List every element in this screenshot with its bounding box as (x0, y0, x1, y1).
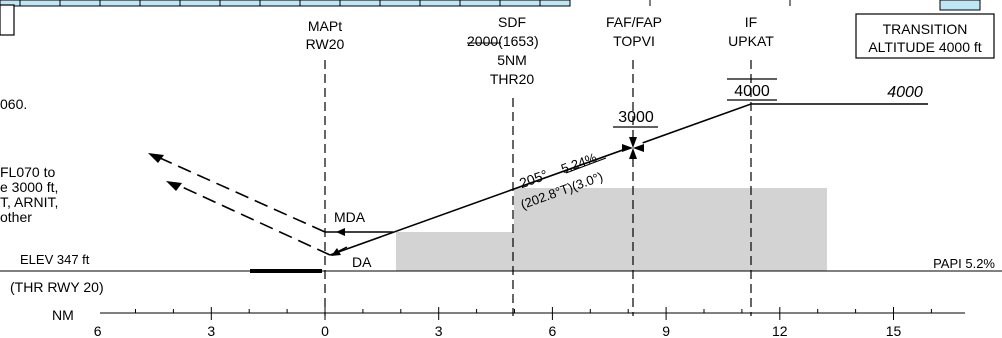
papi-label: PAPI 5.2% (933, 256, 995, 271)
if-label: IF (745, 14, 757, 30)
threshold-label: (THR RWY 20) (10, 279, 104, 295)
da-arrow-head (331, 248, 341, 256)
left-box-fragment (0, 4, 15, 36)
faf-cross-icon (622, 137, 644, 159)
scale-tick-label: 6 (94, 323, 102, 338)
top-shaded-strip (0, 0, 571, 7)
transition-label-line1: TRANSITION (883, 21, 968, 37)
left-note-line-2: e 3000 ft, (0, 179, 58, 195)
transition-altitude-box (855, 13, 995, 59)
da-label: DA (352, 254, 372, 270)
scale-tick-label: 9 (662, 323, 670, 338)
if-altitude: 4000 (734, 83, 770, 100)
missed-arrow-lower (166, 181, 182, 191)
initial-altitude: 4000 (887, 84, 923, 101)
obstacle-area-final (396, 232, 514, 271)
sdf-distance: 5NM (497, 52, 527, 68)
left-note-line-3: T, ARNIT, (0, 194, 58, 210)
mapt-label: MAPt (308, 18, 342, 34)
missed-approach-upper (159, 157, 326, 233)
sdf-label: SDF (498, 14, 526, 30)
missed-approach-lower (179, 185, 331, 256)
mapt-runway-label: RW20 (306, 36, 345, 52)
sdf-altitude: 2000 (467, 33, 498, 49)
faf-name: TOPVI (613, 33, 655, 49)
faf-altitude: 3000 (618, 109, 654, 126)
final-approach-path (329, 103, 928, 256)
scale-tick-label: 3 (435, 323, 443, 338)
faf-label: FAF/FAP (606, 14, 662, 30)
left-note-line-1: FL070 to (0, 164, 55, 180)
scale-tick-label: 12 (772, 323, 788, 338)
left-note-line-4: other (0, 209, 32, 225)
scale-tick-label: 3 (207, 323, 215, 338)
top-strip-ticks (19, 0, 791, 6)
missed-arrow-upper (148, 153, 164, 163)
sdf-altitude-line: 2000(1653) (467, 33, 539, 49)
sdf-height: (1653) (498, 33, 538, 49)
mda-arrow-head (336, 228, 345, 236)
scale-tick-label: 0 (321, 323, 329, 338)
elevation-label: ELEV 347 ft (20, 252, 90, 267)
scale-tick-label: 15 (886, 323, 902, 338)
top-right-strip (939, 0, 981, 11)
if-name: UPKAT (728, 33, 774, 49)
gradient-underline (565, 157, 607, 174)
nm-label: NM (52, 307, 74, 323)
transition-label-line2: ALTITUDE 4000 ft (868, 39, 981, 55)
scale-tick-label: 6 (549, 323, 557, 338)
left-note-fragment: 060. (0, 96, 27, 112)
sdf-threshold: THR20 (490, 71, 535, 87)
obstacle-area-intermediate (514, 188, 827, 271)
mda-label: MDA (334, 209, 366, 225)
